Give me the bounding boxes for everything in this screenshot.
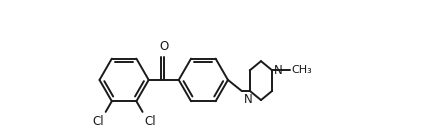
Text: N: N [273, 64, 282, 77]
Text: O: O [159, 40, 168, 53]
Text: Cl: Cl [144, 115, 155, 128]
Text: N: N [244, 93, 253, 106]
Text: CH₃: CH₃ [292, 65, 312, 75]
Text: Cl: Cl [93, 115, 104, 128]
